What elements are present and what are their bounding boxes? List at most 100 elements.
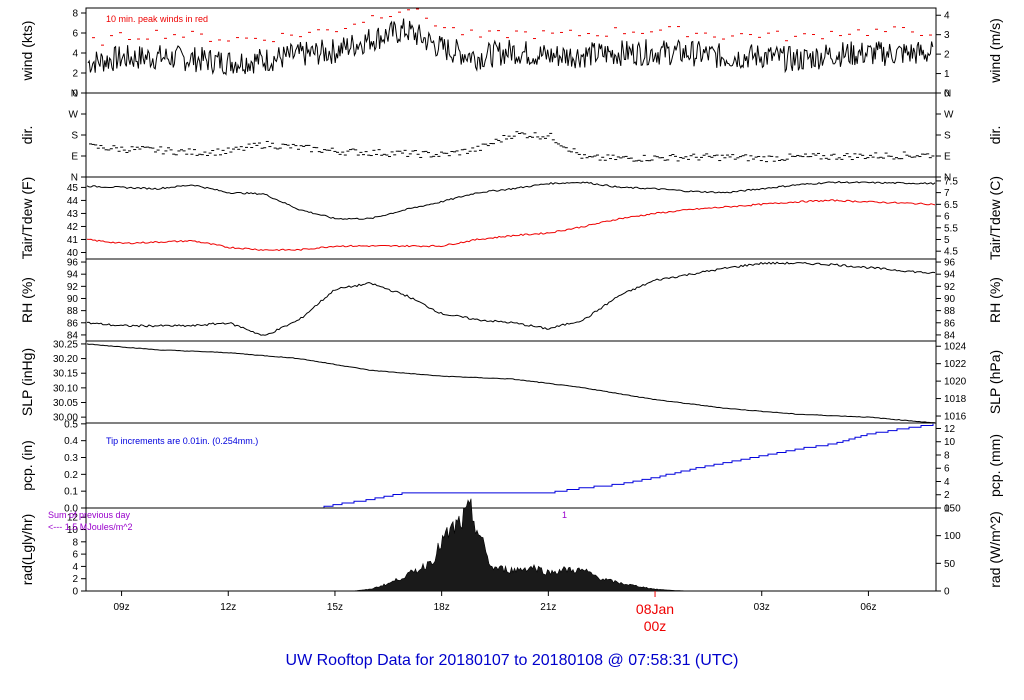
left-tick-label: 30.00 — [53, 413, 78, 424]
left-tick-label: 88 — [67, 306, 79, 317]
x-tick-label: 06z — [860, 602, 876, 613]
left-tick-label: E — [71, 152, 78, 163]
y-axis-label-left: pcp. (in) — [19, 440, 35, 491]
left-tick-label: N — [71, 89, 78, 100]
y-axis-label-right: wind (m/s) — [987, 18, 1003, 84]
right-tick-label: 3 — [944, 30, 950, 41]
right-tick-label: 150 — [944, 504, 961, 515]
right-tick-label: 4.5 — [944, 247, 958, 258]
y-axis-label-left: RH (%) — [19, 277, 35, 323]
left-tick-label: 6 — [72, 29, 78, 40]
y-axis-label-right: rad (W/m^2) — [987, 511, 1003, 588]
right-tick-label: 4 — [944, 11, 950, 22]
right-tick-label: 1024 — [944, 342, 967, 353]
annotations: 10 min. peak winds in red Tip increments… — [48, 14, 738, 669]
right-tick-label: 90 — [944, 294, 956, 305]
right-tick-label: E — [944, 152, 951, 163]
left-tick-label: 0.3 — [64, 453, 78, 464]
left-tick-label: 2 — [72, 574, 78, 585]
radiation-area — [86, 498, 935, 592]
left-tick-label: 2 — [72, 69, 78, 80]
rad-mark: 1 — [562, 510, 567, 520]
right-tick-label: 6.5 — [944, 200, 958, 211]
y-axis-label-left: rad(Lgly/hr) — [19, 514, 35, 586]
left-tick-label: 12 — [67, 513, 79, 524]
y-axis-label-right: Tair/Tdew (C) — [987, 176, 1003, 260]
left-tick-label: 92 — [67, 282, 79, 293]
right-tick-label: S — [944, 131, 951, 142]
right-tick-label: 1016 — [944, 412, 967, 423]
right-tick-label: 6 — [944, 464, 950, 475]
x-tick-label: 15z — [327, 602, 343, 613]
right-tick-label: W — [944, 110, 954, 121]
right-tick-label: 100 — [944, 531, 961, 542]
pressure-line — [86, 343, 936, 424]
right-tick-label: 7.5 — [944, 176, 958, 187]
right-tick-label: 1018 — [944, 394, 967, 405]
wind-speed-line — [87, 18, 934, 76]
left-tick-label: 86 — [67, 318, 79, 329]
left-tick-label: 94 — [67, 270, 79, 281]
panel-frame — [85, 340, 937, 424]
y-axis-label-right: pcp. (mm) — [987, 434, 1003, 497]
y-axis-label-left: wind (kts) — [19, 21, 35, 82]
right-tick-label: 8 — [944, 450, 950, 461]
left-tick-label: 8 — [72, 9, 78, 20]
right-tick-label: 7 — [944, 188, 950, 199]
right-tick-label: 1 — [944, 69, 950, 80]
y-axis-label-right: RH (%) — [987, 277, 1003, 323]
left-tick-label: 6 — [72, 550, 78, 561]
right-tick-label: 84 — [944, 330, 956, 341]
right-tick-label: N — [944, 173, 951, 184]
left-tick-label: 30.05 — [53, 398, 78, 409]
x-tick-label: 09z — [114, 602, 130, 613]
x-tick-label: 21z — [540, 602, 556, 613]
footer-title: UW Rooftop Data for 20180107 to 20180108… — [286, 652, 739, 669]
left-tick-label: 4 — [72, 49, 78, 60]
air-temperature-line — [86, 180, 936, 220]
left-tick-label: 4 — [72, 562, 78, 573]
right-tick-label: 2 — [944, 490, 950, 501]
left-tick-label: 84 — [67, 330, 79, 341]
left-tick-label: 0.1 — [64, 487, 78, 498]
left-tick-label: N — [71, 173, 78, 184]
left-tick-label: W — [69, 110, 79, 121]
right-tick-label: 4 — [944, 477, 950, 488]
right-tick-label: 0 — [944, 89, 950, 100]
left-tick-label: 0.4 — [64, 436, 78, 447]
left-tick-label: 30.10 — [53, 383, 78, 394]
left-tick-label: 10 — [67, 525, 79, 536]
y-axis-label-left: Tair/Tdew (F) — [19, 177, 35, 259]
left-tick-label: 30.20 — [53, 354, 78, 365]
left-tick-label: 30.25 — [53, 339, 78, 350]
y-axis-label-right: dir. — [987, 126, 1003, 145]
left-tick-label: 0.5 — [64, 419, 78, 430]
right-tick-label: 6 — [944, 212, 950, 223]
right-tick-label: 1022 — [944, 359, 967, 370]
humidity-line — [86, 261, 936, 336]
x-tick-label: 18z — [434, 602, 450, 613]
y-axis-label-left: SLP (inHg) — [19, 348, 35, 416]
right-tick-label: 10 — [944, 437, 956, 448]
wind-annotation: 10 min. peak winds in red — [106, 14, 208, 24]
left-tick-label: 96 — [67, 258, 79, 269]
left-tick-label: S — [71, 131, 78, 142]
left-tick-label: 30.15 — [53, 369, 78, 380]
rad-annotation-line1: Sum of previous day — [48, 510, 131, 520]
left-tick-label: 0 — [72, 89, 78, 100]
panel-frame — [85, 92, 937, 178]
x-tick-label: 12z — [220, 602, 236, 613]
right-tick-label: 1020 — [944, 377, 967, 388]
left-tick-label: 0.2 — [64, 470, 78, 481]
date-marker-date: 08Jan — [636, 601, 674, 617]
date-marker-hour: 00z — [644, 618, 667, 634]
left-tick-label: 42 — [67, 222, 79, 233]
right-tick-label: 94 — [944, 270, 956, 281]
x-tick-label: 03z — [754, 602, 770, 613]
pcp-annotation: Tip increments are 0.01in. (0.254mm.) — [106, 436, 258, 446]
right-tick-label: 5 — [944, 235, 950, 246]
left-tick-label: 40 — [67, 248, 79, 259]
panel-frame — [85, 258, 937, 342]
left-tick-label: 44 — [67, 196, 79, 207]
